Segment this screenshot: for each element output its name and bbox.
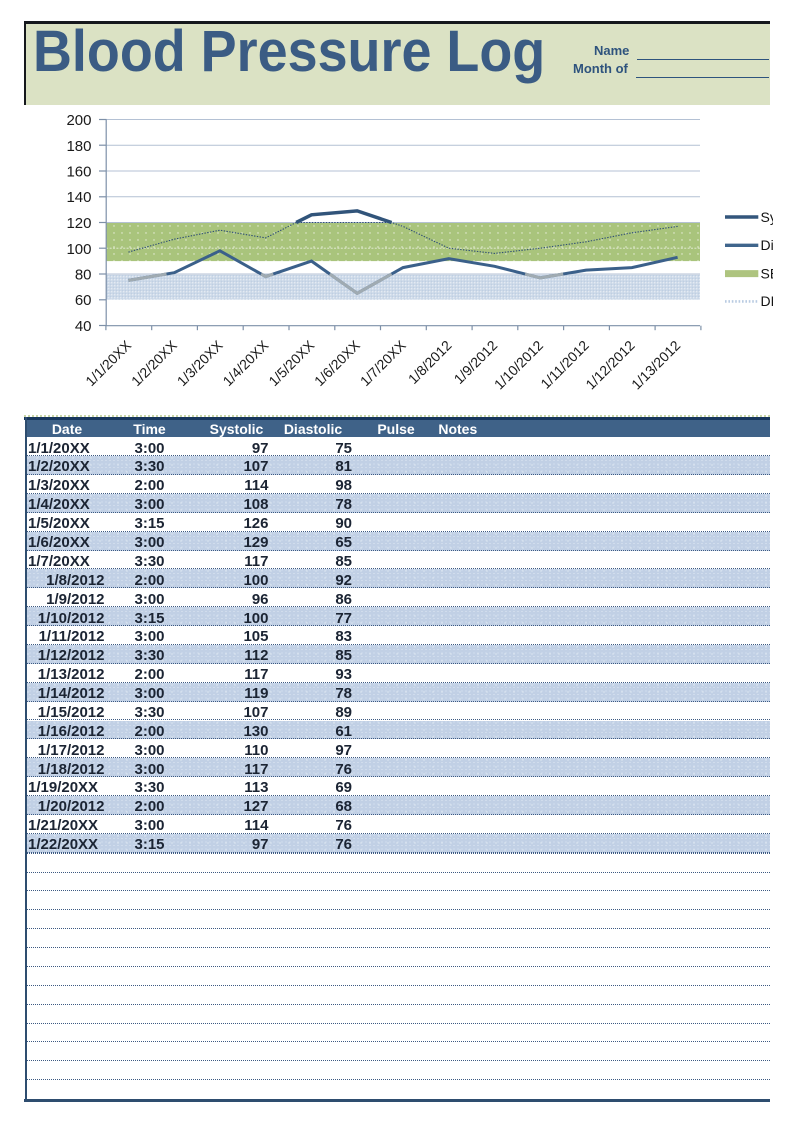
- svg-text:200: 200: [66, 112, 91, 129]
- svg-text:DBP Normal: DBP Normal: [761, 293, 773, 309]
- svg-text:Diastolic: Diastolic: [761, 237, 773, 253]
- svg-text:160: 160: [66, 164, 91, 181]
- svg-text:1/13/2012: 1/13/2012: [628, 337, 684, 393]
- svg-text:40: 40: [75, 318, 92, 335]
- svg-text:120: 120: [66, 215, 91, 232]
- svg-text:Systolic: Systolic: [761, 209, 773, 225]
- svg-text:1/6/20XX: 1/6/20XX: [311, 337, 364, 390]
- svg-text:1/1/20XX: 1/1/20XX: [82, 337, 135, 390]
- svg-text:1/7/20XX: 1/7/20XX: [357, 337, 410, 390]
- svg-text:80: 80: [75, 267, 92, 284]
- svg-text:1/8/2012: 1/8/2012: [405, 337, 455, 387]
- svg-text:1/12/2012: 1/12/2012: [582, 337, 638, 393]
- svg-text:60: 60: [75, 292, 92, 309]
- svg-text:140: 140: [66, 189, 91, 206]
- svg-text:1/2/20XX: 1/2/20XX: [128, 337, 181, 390]
- svg-text:1/4/20XX: 1/4/20XX: [219, 337, 272, 390]
- svg-text:1/10/2012: 1/10/2012: [491, 337, 547, 393]
- svg-text:100: 100: [66, 241, 91, 258]
- svg-text:1/3/20XX: 1/3/20XX: [174, 337, 227, 390]
- svg-text:SBP Normal: SBP Normal: [761, 265, 773, 281]
- svg-text:1/5/20XX: 1/5/20XX: [265, 337, 318, 390]
- svg-text:180: 180: [66, 138, 91, 155]
